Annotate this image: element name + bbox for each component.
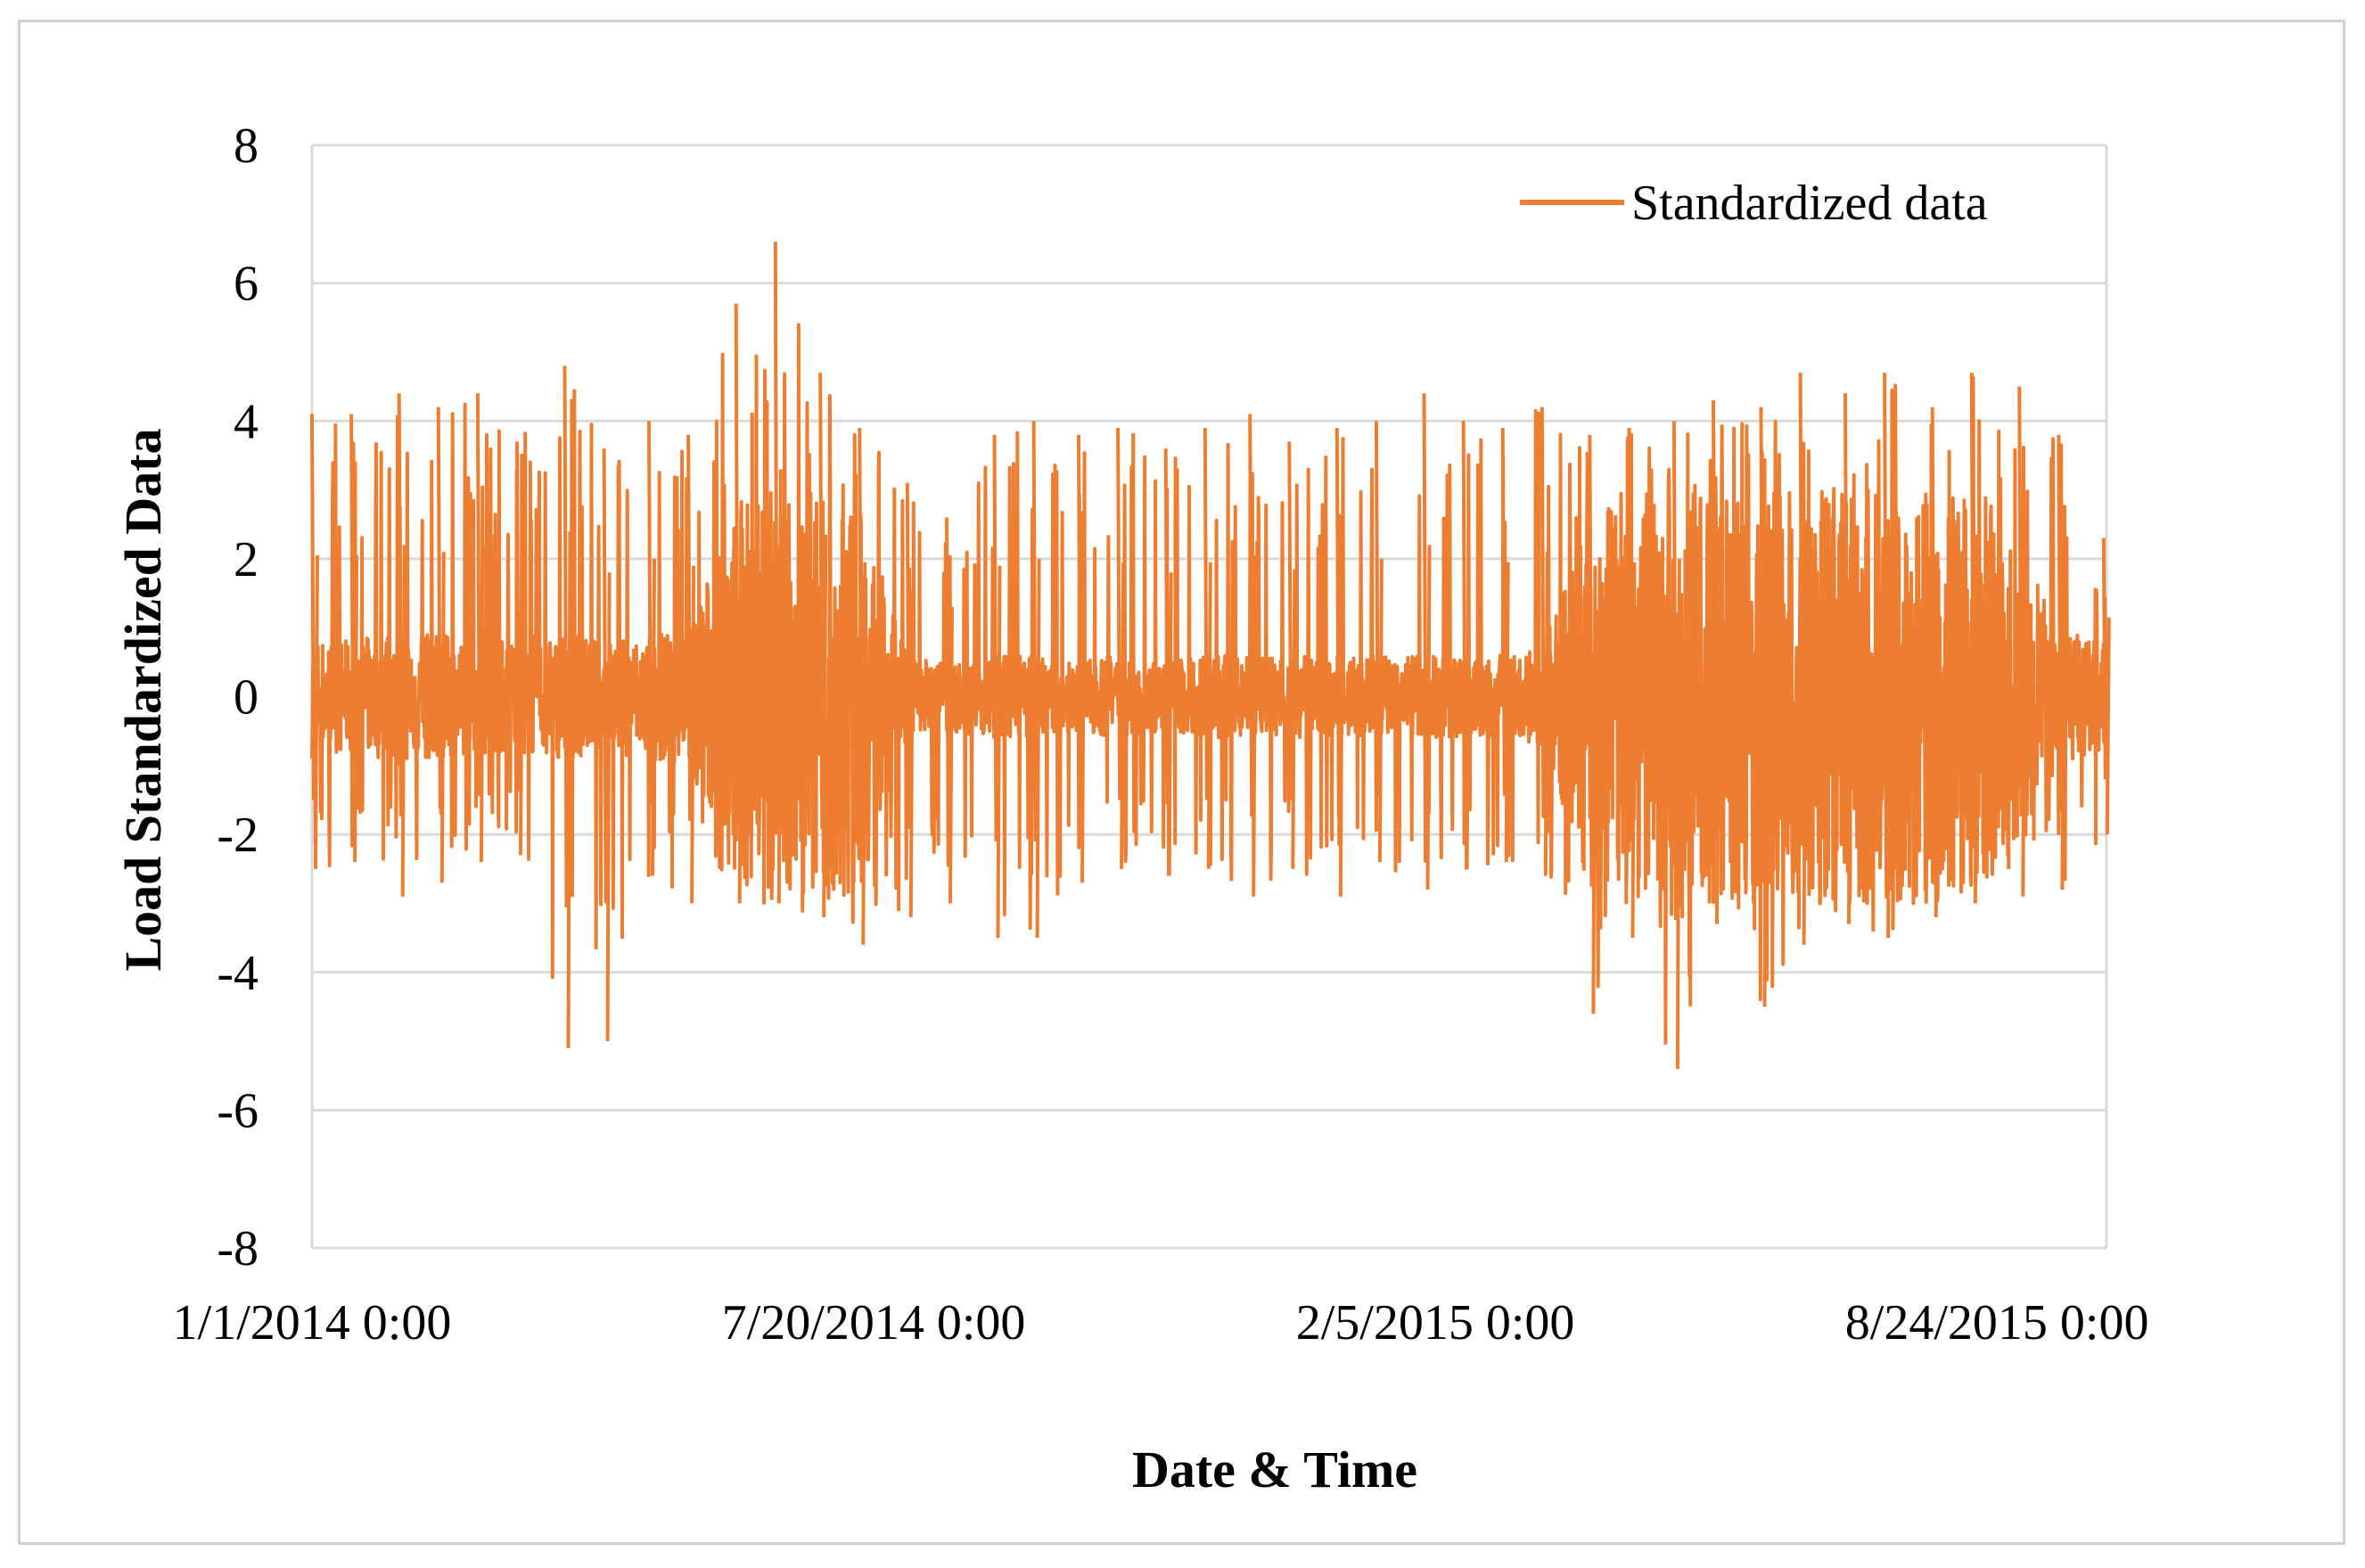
y-tick-label: -4 <box>217 946 259 1001</box>
y-axis-title: Load Standardized Data <box>114 428 172 971</box>
y-tick-label: 4 <box>234 394 259 449</box>
x-tick-label: 8/24/2015 0:00 <box>1845 1295 2149 1350</box>
y-tick-label: 6 <box>234 257 259 312</box>
y-tick-label: 8 <box>234 119 259 174</box>
y-tick-label: -6 <box>217 1083 259 1138</box>
y-tick-label: 2 <box>234 532 259 587</box>
x-tick-label: 1/1/2014 0:00 <box>173 1295 452 1350</box>
x-axis-ticks: 1/1/2014 0:00 7/20/2014 0:00 2/5/2015 0:00… <box>173 1295 2149 1350</box>
y-tick-label: -2 <box>217 808 259 863</box>
legend: Standardized data <box>1520 176 1988 231</box>
legend-label: Standardized data <box>1631 176 1988 231</box>
y-axis-ticks: 8 6 4 2 0 -2 -4 -6 -8 <box>217 119 259 1277</box>
x-axis-title: Date & Time <box>1132 1441 1417 1498</box>
series-standardized-data <box>310 242 2111 1070</box>
y-tick-label: -8 <box>217 1221 259 1277</box>
series-line-standardized-data <box>310 242 2111 1070</box>
x-tick-label: 2/5/2015 0:00 <box>1296 1295 1575 1350</box>
x-tick-label: 7/20/2014 0:00 <box>722 1295 1026 1350</box>
y-tick-label: 0 <box>234 670 259 726</box>
